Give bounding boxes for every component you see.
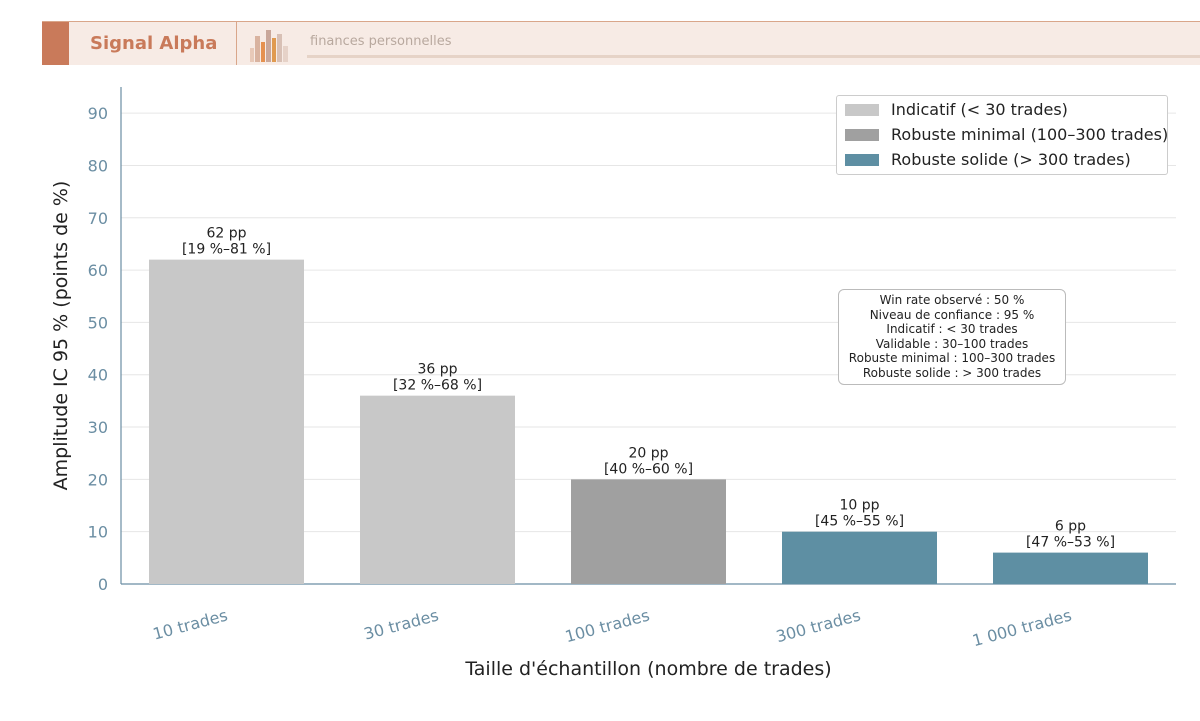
brand-name: Signal Alpha — [90, 33, 218, 54]
bar-interval-label: [45 %–55 %] — [815, 514, 904, 530]
bar-value-label: 6 pp — [1055, 519, 1086, 535]
y-tick-label: 0 — [98, 575, 108, 594]
bar-value-label: 20 pp — [628, 445, 668, 461]
bar-interval-label: [47 %–53 %] — [1026, 535, 1115, 551]
y-tick-label: 80 — [88, 156, 108, 175]
y-tick-label: 90 — [88, 104, 108, 123]
bar — [149, 259, 304, 584]
legend-swatch-robuste-solide — [845, 154, 879, 166]
x-axis-title: Taille d'échantillon (nombre de trades) — [464, 658, 831, 680]
y-tick-label: 20 — [88, 470, 108, 489]
annotation-box: Win rate observé : 50 % Niveau de confia… — [838, 289, 1066, 385]
header-accent — [42, 22, 69, 65]
bar — [993, 552, 1148, 584]
y-tick-label: 50 — [88, 313, 108, 332]
legend-swatch-indicatif — [845, 104, 879, 116]
annotation-line: Indicatif : < 30 trades — [886, 322, 1018, 336]
x-tick-label: 1 000 trades — [970, 606, 1073, 651]
y-axis-title: Amplitude IC 95 % (points de %) — [50, 181, 72, 491]
y-tick-label: 60 — [88, 261, 108, 280]
legend-label: Indicatif (< 30 trades) — [891, 100, 1068, 119]
x-tick-label: 100 trades — [563, 606, 652, 647]
bar-value-label: 10 pp — [839, 498, 879, 514]
header-divider — [236, 22, 237, 65]
annotation-line: Niveau de confiance : 95 % — [869, 307, 1035, 322]
legend-swatch-robuste-minimal — [845, 129, 879, 141]
x-tick-label: 300 trades — [774, 606, 863, 647]
bar — [360, 395, 515, 584]
bar-interval-label: [40 %–60 %] — [604, 461, 693, 477]
annotation-line: Win rate observé : 50 % — [879, 293, 1025, 307]
x-tick-label: 30 trades — [362, 606, 441, 644]
app-header: Signal Alpha finances personnelles — [42, 21, 1200, 65]
bar-value-label: 62 pp — [206, 226, 246, 242]
bar-chart-logo-icon — [250, 30, 288, 62]
annotation-line: Robuste solide : > 300 trades — [862, 365, 1042, 380]
bar-interval-label: [19 %–81 %] — [182, 242, 271, 258]
annotation-line: Robuste minimal : 100–300 trades — [848, 351, 1056, 365]
annotation-line: Validable : 30–100 trades — [875, 336, 1029, 351]
bar — [571, 479, 726, 584]
y-tick-label: 70 — [88, 209, 108, 228]
y-tick-label: 40 — [88, 366, 108, 385]
chart-legend: Indicatif (< 30 trades) Robuste minimal … — [836, 95, 1168, 175]
bar-value-label: 36 pp — [417, 362, 457, 378]
legend-label: Robuste solide (> 300 trades) — [891, 150, 1131, 169]
legend-label: Robuste minimal (100–300 trades) — [891, 125, 1169, 144]
y-tick-label: 10 — [88, 523, 108, 542]
bar — [782, 531, 937, 584]
y-tick-label: 30 — [88, 418, 108, 437]
bar-interval-label: [32 %–68 %] — [393, 378, 482, 394]
header-rule — [307, 55, 1200, 58]
tagline: finances personnelles — [310, 34, 452, 49]
x-tick-label: 10 trades — [151, 606, 230, 644]
